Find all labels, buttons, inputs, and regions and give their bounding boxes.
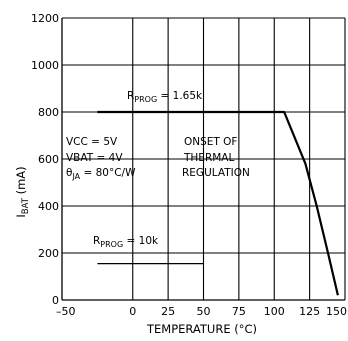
x-tick-label-0: –50 — [56, 305, 76, 318]
y-tick-label-1: 200 — [38, 247, 59, 260]
x-tick-label-3: 50 — [197, 305, 211, 318]
series-group — [97, 110, 339, 296]
x-tick-label-7: 150 — [326, 305, 347, 318]
series-label-rprog-10k: RPROG = 10k — [93, 235, 159, 249]
x-tick-label-4: 75 — [232, 305, 246, 318]
x-tick-label-2: 25 — [161, 305, 175, 318]
y-tick-label-2: 400 — [38, 200, 59, 213]
x-tick-label-6: 125 — [299, 305, 320, 318]
onset-label-line2: THERMAL — [183, 152, 234, 164]
y-tick-label-4: 800 — [38, 106, 59, 119]
y-tick-label-0: 0 — [52, 294, 59, 307]
x-tick-label-5: 100 — [264, 305, 285, 318]
condition-vbat: VBAT = 4V — [66, 152, 123, 164]
onset-label-line3: REGULATION — [182, 167, 250, 179]
y-tick-label-3: 600 — [38, 153, 59, 166]
series-label-rprog-1-65k: RPROG = 1.65k — [127, 90, 203, 104]
y-tick-label-6: 1200 — [31, 12, 59, 25]
condition-vcc: VCC = 5V — [66, 136, 118, 148]
condition-theta-ja: θJA = 80°C/W — [66, 167, 136, 181]
y-tick-label-5: 1000 — [31, 59, 59, 72]
x-tick-label-1: 0 — [129, 305, 136, 318]
axes — [61, 18, 345, 301]
onset-label-line1: ONSET OF — [184, 136, 237, 148]
y-axis-label: IBAT (mA) — [14, 166, 31, 217]
x-axis-label: TEMPERATURE (°C) — [146, 322, 257, 336]
series-line-1 — [97, 110, 339, 296]
